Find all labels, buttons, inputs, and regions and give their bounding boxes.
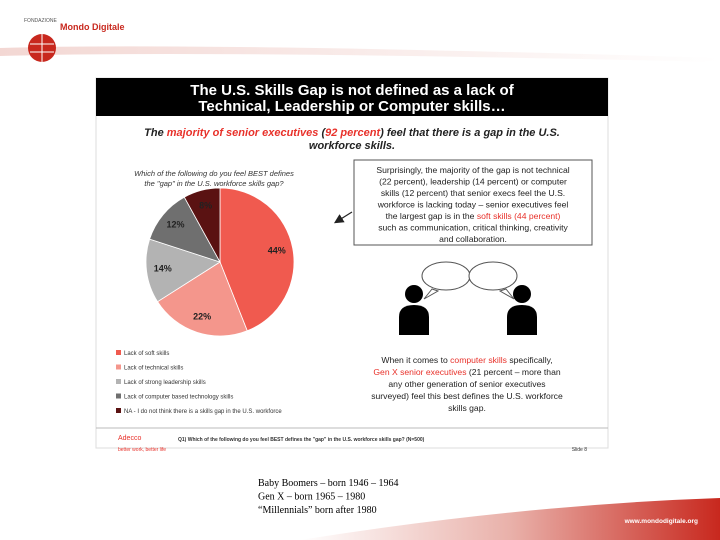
text-segment: (22 percent), leadership (14 percent) or… (379, 177, 567, 187)
text-line: (22 percent), leadership (14 percent) or… (379, 177, 567, 187)
text-segment: Surprisingly, the majority of the gap is… (376, 165, 569, 175)
text-segment: any other generation of senior executive… (388, 379, 545, 389)
text-line: skills gap. (448, 403, 486, 413)
text-line: the largest gap is in the soft skills (4… (386, 211, 561, 221)
note: When it comes to computer skills specifi… (371, 355, 563, 413)
legend-label: Lack of soft skills (124, 351, 169, 357)
legend-label: Lack of strong leadership skills (124, 380, 206, 386)
highlight: 92 percent (325, 127, 381, 139)
legend-swatch (116, 379, 121, 384)
legend-swatch (116, 364, 121, 370)
legend-label: Lack of technical skills (124, 366, 183, 372)
legend-swatch (116, 408, 121, 413)
bubble-tail (423, 288, 515, 300)
data-label: 8% (199, 200, 212, 210)
generation: Baby Boomers – born 1946 – 1964 (258, 478, 399, 489)
text-segment: The (144, 127, 167, 139)
text-line: any other generation of senior executive… (388, 379, 545, 389)
text-segment: (21 percent – more than (467, 367, 561, 377)
person-head (513, 285, 531, 303)
text-line: such as communication, critical thinking… (378, 223, 568, 233)
title-line: Technical, Leadership or Computer skills… (198, 98, 505, 115)
highlight: majority of senior executives (167, 127, 319, 139)
text-line: workforce skills. (309, 140, 395, 152)
source: Q1) Which of the following do you feel B… (178, 437, 425, 443)
legend-swatch (116, 393, 121, 399)
title-line: The U.S. Skills Gap is not defined as a … (190, 82, 514, 99)
pie-slice (156, 261, 248, 337)
data-label: 14% (154, 264, 172, 274)
legend-swatch (116, 350, 121, 355)
text-segment: specifically, (507, 355, 553, 365)
company: Adecco (118, 435, 141, 442)
text-line: The majority of senior executives (92 pe… (144, 127, 560, 139)
pie-slice (183, 187, 221, 263)
text-line: surveyed) feel this best defines the U.S… (371, 391, 563, 401)
arrow (333, 211, 353, 224)
logo-grid (30, 34, 54, 62)
text-segment: skills (12 percent) that senior execs fe… (381, 188, 565, 198)
generation: Gen X – born 1965 – 1980 (258, 492, 365, 503)
data-label: 12% (167, 220, 185, 230)
text-line: and collaboration. (439, 234, 507, 244)
text-line: Surprisingly, the majority of the gap is… (376, 165, 569, 175)
title: The U.S. Skills Gap is not defined as a … (190, 82, 514, 115)
data-label: 44% (268, 246, 286, 256)
title-bar (96, 78, 608, 116)
text-segment: workforce is lacking today – senior exec… (377, 200, 569, 210)
callout: Surprisingly, the majority of the gap is… (376, 165, 569, 244)
slide-number: Slide 8 (572, 447, 588, 453)
text-line: Gen X senior executives (21 percent – mo… (373, 367, 560, 377)
pie-slice (219, 187, 295, 332)
text-segment: ( (318, 127, 326, 139)
people (399, 261, 537, 335)
person-body (507, 305, 537, 335)
legend-label: NA - I do not think there is a skills ga… (124, 409, 282, 415)
legend-label: Lack of computer based technology skills (124, 395, 233, 401)
question-line: Which of the following do you feel BEST … (134, 169, 294, 178)
highlight: Gen X senior executives (373, 367, 466, 377)
text-line: workforce is lacking today – senior exec… (377, 200, 569, 210)
text-segment: workforce skills. (309, 140, 395, 152)
person-head (405, 285, 423, 303)
text-segment: When it comes to (381, 355, 450, 365)
subtitle: The majority of senior executives (92 pe… (144, 127, 560, 152)
text-line: When it comes to computer skills specifi… (381, 355, 552, 365)
pie-slice (145, 238, 221, 303)
speech-bubble (468, 261, 518, 291)
question: Which of the following do you feel BEST … (134, 169, 294, 188)
person-body (399, 305, 429, 335)
generations: Baby Boomers – born 1946 – 1964 Gen X – b… (258, 478, 399, 516)
highlight: soft skills (44 percent) (477, 211, 561, 221)
data-label: 22% (193, 311, 211, 321)
header-swoosh (0, 46, 720, 62)
pie-chart: 44% 22% 14% 12% 8% (145, 187, 295, 337)
foundation: FONDAZIONE (24, 18, 57, 24)
text-segment: and collaboration. (439, 234, 507, 244)
footer-swoosh (300, 498, 720, 540)
text-segment: skills gap. (448, 403, 486, 413)
text-segment: surveyed) feel this best defines the U.S… (371, 391, 563, 401)
speech-bubble (421, 261, 471, 291)
generation: “Millennials” born after 1980 (258, 505, 377, 516)
text-segment: ) feel that there is a gap in the U.S. (379, 127, 560, 139)
text-line: skills (12 percent) that senior execs fe… (381, 188, 565, 198)
highlight: computer skills (450, 355, 507, 365)
text-segment: such as communication, critical thinking… (378, 223, 568, 233)
text-segment: the largest gap is in the (386, 211, 477, 221)
question-line: the "gap" in the U.S. workforce skills g… (144, 179, 284, 188)
legend: Lack of soft skills Lack of technical ski… (116, 350, 282, 415)
brand: Mondo Digitale (60, 22, 125, 32)
tagline: better work, better life (118, 447, 166, 453)
callout-box (353, 159, 593, 246)
website: www.mondodigitale.org (624, 518, 698, 525)
